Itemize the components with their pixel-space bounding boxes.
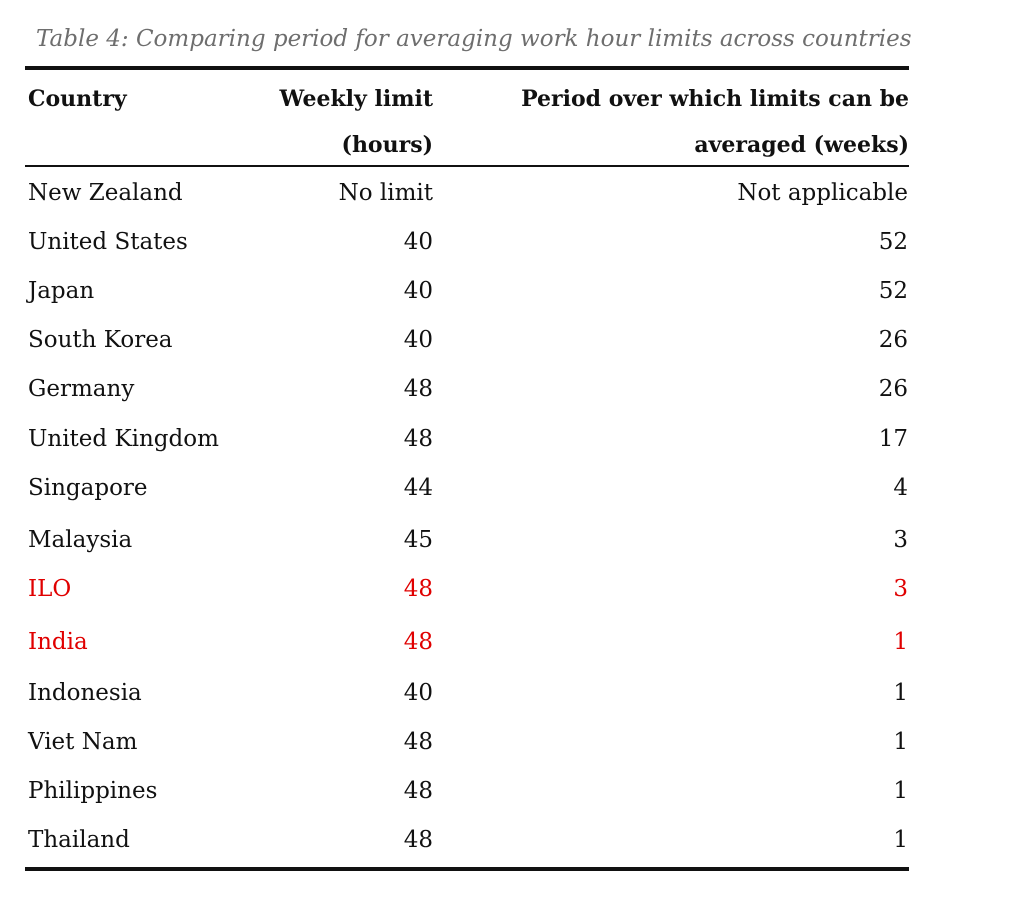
cell-country: Singapore — [28, 475, 148, 501]
header-weekly-limit: Weekly limit (hours) — [280, 76, 433, 168]
cell-country: United Kingdom — [28, 426, 219, 452]
cell-averaging-period: 3 — [893, 576, 908, 602]
cell-country: Philippines — [28, 778, 158, 804]
table-row-highlighted: India 48 1 — [25, 624, 909, 660]
cell-country: Japan — [28, 278, 95, 304]
cell-weekly-limit: 45 — [403, 527, 433, 553]
cell-weekly-limit: 40 — [403, 278, 433, 304]
cell-weekly-limit: 48 — [403, 827, 433, 853]
table-header: Country Weekly limit (hours) Period over… — [25, 70, 909, 167]
cell-averaging-period: 3 — [893, 527, 908, 553]
cell-averaging-period: 52 — [878, 229, 908, 255]
header-weekly-limit-line1: Weekly limit — [279, 86, 433, 112]
cell-weekly-limit: 40 — [403, 229, 433, 255]
work-hours-table: Country Weekly limit (hours) Period over… — [25, 66, 909, 871]
table-row: Japan 40 52 — [25, 273, 909, 309]
cell-averaging-period: 26 — [878, 327, 908, 353]
header-averaging-period-line2: averaged (weeks) — [694, 132, 909, 158]
cell-weekly-limit: 48 — [403, 376, 433, 402]
table-row-highlighted: ILO 48 3 — [25, 571, 909, 607]
cell-country: Thailand — [28, 827, 130, 853]
table-row: Germany 48 26 — [25, 371, 909, 407]
table-row: United States 40 52 — [25, 224, 909, 260]
cell-country: India — [28, 629, 88, 655]
cell-averaging-period: 1 — [893, 729, 908, 755]
cell-weekly-limit: 48 — [403, 629, 433, 655]
header-averaging-period-line1: Period over which limits can be — [521, 86, 909, 112]
cell-country: Malaysia — [28, 527, 133, 553]
cell-country: United States — [28, 229, 188, 255]
cell-weekly-limit: 48 — [403, 729, 433, 755]
cell-weekly-limit: 44 — [403, 475, 433, 501]
cell-weekly-limit: No limit — [338, 180, 433, 206]
table-row: Viet Nam 48 1 — [25, 724, 909, 760]
table-row: Philippines 48 1 — [25, 773, 909, 809]
header-country: Country — [28, 86, 127, 112]
cell-averaging-period: 1 — [893, 680, 908, 706]
cell-averaging-period: Not applicable — [737, 180, 908, 206]
table-row: South Korea 40 26 — [25, 322, 909, 358]
cell-weekly-limit: 48 — [403, 778, 433, 804]
cell-averaging-period: 1 — [893, 778, 908, 804]
cell-averaging-period: 1 — [893, 827, 908, 853]
cell-country: New Zealand — [28, 180, 183, 206]
cell-country: South Korea — [28, 327, 173, 353]
cell-averaging-period: 17 — [878, 426, 908, 452]
cell-weekly-limit: 40 — [403, 680, 433, 706]
cell-averaging-period: 1 — [893, 629, 908, 655]
cell-country: Indonesia — [28, 680, 142, 706]
table-row: United Kingdom 48 17 — [25, 421, 909, 457]
table-caption: Table 4: Comparing period for averaging … — [36, 26, 912, 52]
cell-country: Germany — [28, 376, 135, 402]
table-row: New Zealand No limit Not applicable — [25, 175, 909, 211]
cell-weekly-limit: 48 — [403, 426, 433, 452]
header-averaging-period: Period over which limits can be averaged… — [521, 76, 909, 168]
header-weekly-limit-line2: (hours) — [341, 132, 433, 158]
cell-country: Viet Nam — [28, 729, 138, 755]
cell-averaging-period: 52 — [878, 278, 908, 304]
table-row: Indonesia 40 1 — [25, 675, 909, 711]
table-row: Thailand 48 1 — [25, 822, 909, 858]
cell-country: ILO — [28, 576, 72, 602]
cell-averaging-period: 4 — [893, 475, 908, 501]
table-row: Singapore 44 4 — [25, 470, 909, 506]
cell-averaging-period: 26 — [878, 376, 908, 402]
cell-weekly-limit: 48 — [403, 576, 433, 602]
table-body: New Zealand No limit Not applicable Unit… — [25, 167, 909, 867]
cell-weekly-limit: 40 — [403, 327, 433, 353]
table-row: Malaysia 45 3 — [25, 522, 909, 558]
